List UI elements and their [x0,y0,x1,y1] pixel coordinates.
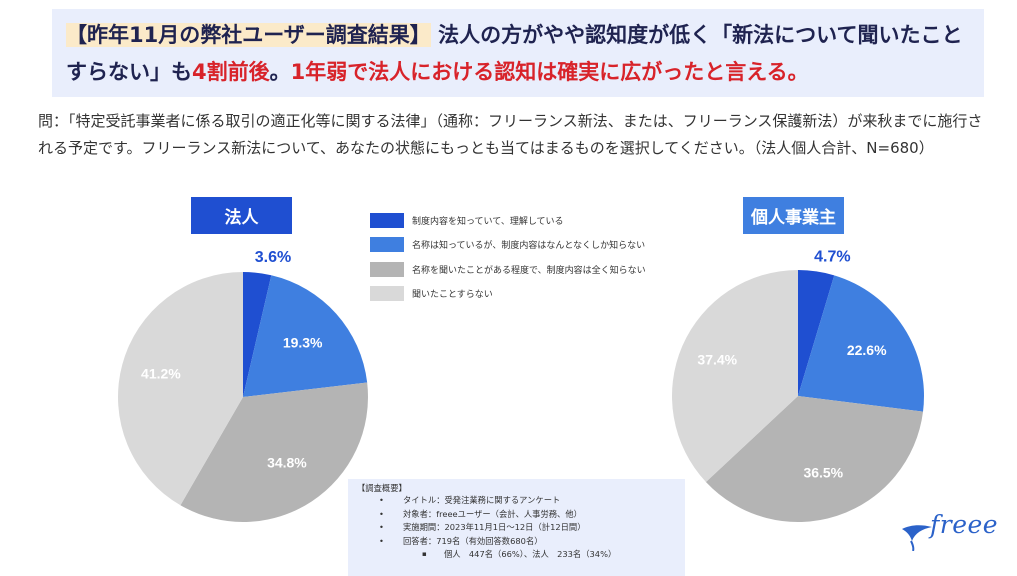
pie-data-label: 22.6% [847,342,887,358]
individual-chart-title: 個人事業主 [743,197,844,234]
headline-red-1: 4割前後 [192,60,270,84]
pie-slice [798,270,835,396]
survey-overview: 【調査概要】 タイトル：受発注業務に関するアンケート 対象者：freeeユーザー… [348,479,685,576]
pie-data-label: 19.3% [283,334,323,350]
corporate-pie-chart: 3.6% 19.3% 34.8% 41.2% [117,249,369,522]
headline-text-1: 法人の方がやや認知度が低く「新法について聞いたことすらない」も [66,23,963,84]
corporate-chart-title: 法人 [191,197,292,234]
legend-label: 聞いたことすらない [412,290,493,301]
survey-item: タイトル：受発注業務に関するアンケート [357,494,685,508]
pie-slice [243,275,368,397]
survey-item: 対象者：freeeユーザー（会計、人事労務、他） [357,508,685,522]
survey-sub-item: 個人 447名（66%）、法人 233名（34%） [357,548,685,562]
legend-item: 聞いたことすらない [370,282,646,307]
pie-data-label: 41.2% [141,366,181,382]
survey-item: 実施期間：2023年11月1日〜12日（計12日間） [357,521,685,535]
pie-slice [117,272,243,506]
survey-overview-title: 【調査概要】 [357,483,407,493]
legend-label: 名称を聞いたことがある程度で、制度内容は全く知らない [412,265,646,276]
pie-data-label: 34.8% [267,455,307,471]
chart-legend: 制度内容を知っていて、理解している 名称は知っているが、制度内容はなんとなくしか… [370,208,646,306]
pie-slice [672,270,798,483]
legend-item: 制度内容を知っていて、理解している [370,208,646,233]
pie-data-label: 4.7% [814,249,850,266]
headline-bracket: 【昨年11月の弊社ユーザー調査結果】 [66,23,431,47]
freee-bird-icon [902,525,932,551]
headline-banner: 【昨年11月の弊社ユーザー調査結果】 法人の方がやや認知度が低く「新法について聞… [52,9,984,97]
legend-item: 名称は知っているが、制度内容はなんとなくしか知らない [370,233,646,258]
freee-logo-text: freee [930,510,999,539]
pie-slice [705,396,924,522]
pie-data-label: 36.5% [803,465,843,481]
legend-label: 名称は知っているが、制度内容はなんとなくしか知らない [412,241,646,252]
legend-swatch [370,237,404,253]
legend-swatch [370,261,404,277]
survey-item: 回答者：719名（有効回答数680名） [357,535,685,549]
survey-question: 問：「特定受託事業者に係る取引の適正化等に関する法律」（通称：フリーランス新法、… [38,112,983,157]
legend-swatch [370,286,404,302]
pie-slice [798,275,924,412]
pie-slice [243,272,272,397]
individual-pie-chart: 4.7% 22.6% 36.5% 37.4% [672,249,924,522]
legend-swatch [370,212,404,228]
freee-logo: freee [900,507,1012,555]
pie-data-label: 3.6% [255,249,291,266]
legend-label: 制度内容を知っていて、理解している [412,216,564,227]
legend-item: 名称を聞いたことがある程度で、制度内容は全く知らない [370,257,646,282]
pie-data-label: 37.4% [697,352,737,368]
headline-text-2: 。 [269,60,291,84]
pie-slice [180,382,369,522]
headline-red-2: 1年弱で法人における認知は確実に広がったと言える。 [290,60,809,84]
